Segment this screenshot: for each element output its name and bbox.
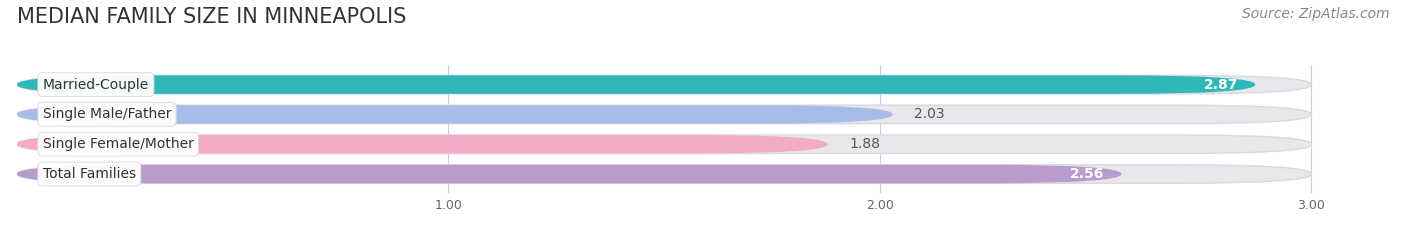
- Text: Single Female/Mother: Single Female/Mother: [42, 137, 194, 151]
- FancyBboxPatch shape: [17, 165, 1122, 183]
- FancyBboxPatch shape: [17, 165, 1312, 183]
- Text: 2.56: 2.56: [1070, 167, 1104, 181]
- FancyBboxPatch shape: [17, 135, 828, 154]
- Text: Source: ZipAtlas.com: Source: ZipAtlas.com: [1241, 7, 1389, 21]
- FancyBboxPatch shape: [17, 75, 1256, 94]
- FancyBboxPatch shape: [17, 75, 1312, 94]
- Text: 1.88: 1.88: [849, 137, 880, 151]
- FancyBboxPatch shape: [17, 105, 893, 124]
- Text: 2.03: 2.03: [914, 107, 945, 121]
- FancyBboxPatch shape: [17, 135, 1312, 154]
- Text: MEDIAN FAMILY SIZE IN MINNEAPOLIS: MEDIAN FAMILY SIZE IN MINNEAPOLIS: [17, 7, 406, 27]
- Text: Total Families: Total Families: [42, 167, 136, 181]
- FancyBboxPatch shape: [17, 105, 1312, 124]
- Text: Married-Couple: Married-Couple: [42, 78, 149, 92]
- Text: 2.87: 2.87: [1204, 78, 1239, 92]
- Text: Single Male/Father: Single Male/Father: [42, 107, 172, 121]
